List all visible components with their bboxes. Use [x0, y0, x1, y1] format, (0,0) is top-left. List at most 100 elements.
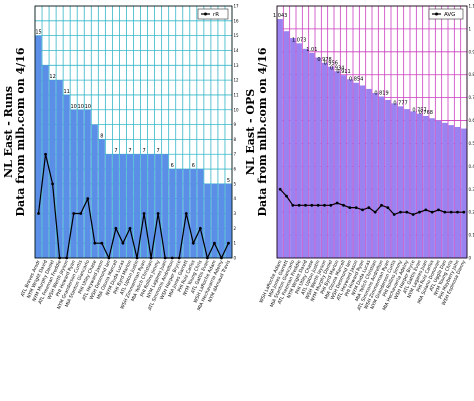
series-point — [86, 197, 90, 201]
series-point — [443, 210, 447, 214]
bar — [204, 183, 211, 258]
series-point — [335, 201, 339, 205]
data-label: 7 — [157, 148, 160, 154]
y-axis-title-line: NL East - Runs — [2, 86, 15, 178]
y-tick-label: 3 — [234, 211, 237, 216]
legend: AVG — [428, 8, 464, 20]
y-tick-label: 4 — [234, 196, 237, 201]
bar — [309, 52, 315, 258]
bar — [91, 124, 98, 259]
data-label: 1.01 — [306, 47, 317, 53]
y-tick-label: 9 — [234, 122, 237, 127]
bar — [429, 118, 435, 258]
bar — [141, 154, 148, 258]
series-point — [114, 226, 118, 230]
data-label: 1.073 — [292, 37, 306, 43]
series-point — [342, 203, 345, 207]
bar — [334, 71, 340, 258]
data-label: 0.978 — [317, 57, 331, 63]
series-point — [304, 203, 307, 207]
plot-frame — [276, 5, 468, 259]
legend-box — [197, 8, 229, 20]
bar — [197, 169, 204, 258]
bar — [119, 154, 126, 258]
series-point — [184, 212, 188, 215]
series-point — [44, 152, 47, 156]
bar — [385, 99, 391, 258]
data-label: 7 — [128, 148, 131, 154]
bar — [148, 154, 155, 258]
y-tick-label: 10 — [234, 107, 240, 112]
bars — [277, 19, 467, 259]
plot-frame — [34, 5, 233, 259]
series-point — [411, 213, 415, 216]
y-axis-title: NL East - Runs Data from mlb.com on 4/16 — [2, 47, 27, 216]
y-tick-label: 16 — [234, 18, 240, 23]
bar — [359, 85, 366, 259]
series-point — [405, 210, 409, 214]
y-axis-title-line: Data from mlb.com on 4/16 — [256, 47, 269, 216]
bar — [296, 43, 302, 258]
data-label: 0.768 — [419, 110, 433, 116]
bar — [225, 183, 232, 258]
series-point — [198, 226, 202, 230]
y-tick-label: 0.7 — [469, 95, 474, 100]
y-tick-label: 1 — [469, 26, 472, 31]
series-point — [213, 241, 216, 245]
bar — [328, 66, 334, 258]
bar — [302, 48, 309, 259]
series-point — [380, 203, 383, 207]
y-tick-label: 7 — [234, 152, 237, 157]
series-point — [121, 241, 125, 245]
series-point — [392, 213, 396, 216]
bar — [416, 113, 423, 258]
data-label: 12 — [49, 74, 55, 80]
bar — [397, 106, 404, 258]
series-point — [100, 241, 104, 245]
bars — [35, 35, 232, 259]
bar — [176, 169, 183, 258]
series-point — [449, 210, 453, 214]
bar — [98, 139, 105, 258]
data-label: 11 — [63, 89, 69, 95]
series-point — [278, 187, 282, 191]
bar — [35, 35, 42, 258]
series-point — [79, 212, 83, 215]
y-tick-label: 12 — [234, 78, 240, 83]
y-tick-label: 0 — [234, 256, 237, 261]
series-point — [456, 210, 459, 214]
bar — [435, 120, 442, 258]
bar — [211, 183, 218, 258]
bar — [321, 62, 328, 258]
y-axis-title-line: Data from mlb.com on 4/16 — [14, 47, 27, 216]
y-tick-label: 1 — [234, 241, 237, 246]
bar — [410, 111, 416, 258]
bar — [423, 115, 429, 258]
bar — [63, 94, 70, 258]
bar — [378, 96, 385, 258]
y-tick-label: 0.4 — [469, 164, 474, 169]
series-point — [348, 206, 352, 210]
bar — [283, 31, 290, 259]
series-point — [329, 203, 333, 207]
bar — [126, 154, 134, 258]
series-line — [37, 154, 230, 260]
y-tick-label: 17 — [234, 4, 240, 9]
data-label: 10 — [71, 104, 77, 110]
bar — [340, 75, 347, 258]
bar — [366, 88, 372, 258]
y-tick-label: 11 — [234, 92, 240, 97]
y-tick-label: 2 — [234, 226, 237, 231]
series-point — [72, 212, 76, 215]
series-point — [462, 210, 466, 214]
bar — [77, 109, 84, 258]
legend-swatch-marker — [435, 12, 438, 16]
series-point — [93, 241, 97, 245]
bar — [169, 169, 176, 258]
data-label: 1.043 — [273, 13, 287, 19]
y-tick-label: 0 — [469, 256, 472, 261]
series-point — [437, 208, 440, 212]
